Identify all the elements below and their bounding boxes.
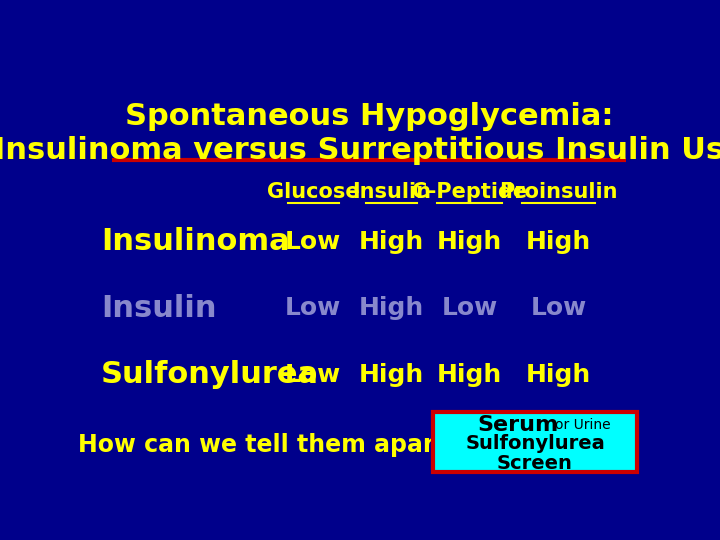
Text: Insulin: Insulin (101, 294, 217, 322)
Text: High: High (437, 362, 502, 387)
Text: Proinsulin: Proinsulin (500, 181, 618, 201)
Text: Sulfonylurea: Sulfonylurea (101, 360, 319, 389)
Text: High: High (437, 230, 502, 253)
Text: Low: Low (531, 296, 587, 320)
Text: Spontaneous Hypoglycemia:
Insulinoma versus Surreptitious Insulin Use: Spontaneous Hypoglycemia: Insulinoma ver… (0, 102, 720, 165)
Text: How can we tell them apart?: How can we tell them apart? (78, 433, 459, 457)
Text: Low: Low (285, 362, 341, 387)
Text: Low: Low (285, 230, 341, 253)
Text: C-Peptide: C-Peptide (412, 181, 527, 201)
Text: Low: Low (285, 296, 341, 320)
Text: High: High (526, 362, 591, 387)
Text: or Urine: or Urine (554, 418, 610, 432)
Text: Low: Low (441, 296, 498, 320)
Text: Serum: Serum (477, 415, 559, 435)
Text: High: High (359, 296, 424, 320)
Text: Insulin: Insulin (352, 181, 431, 201)
Text: Glucose: Glucose (267, 181, 359, 201)
Text: Insulinoma: Insulinoma (101, 227, 289, 256)
Text: Sulfonylurea: Sulfonylurea (465, 435, 605, 454)
Text: High: High (359, 230, 424, 253)
Text: Screen: Screen (497, 454, 573, 474)
FancyBboxPatch shape (433, 412, 637, 472)
Text: High: High (526, 230, 591, 253)
Text: High: High (359, 362, 424, 387)
